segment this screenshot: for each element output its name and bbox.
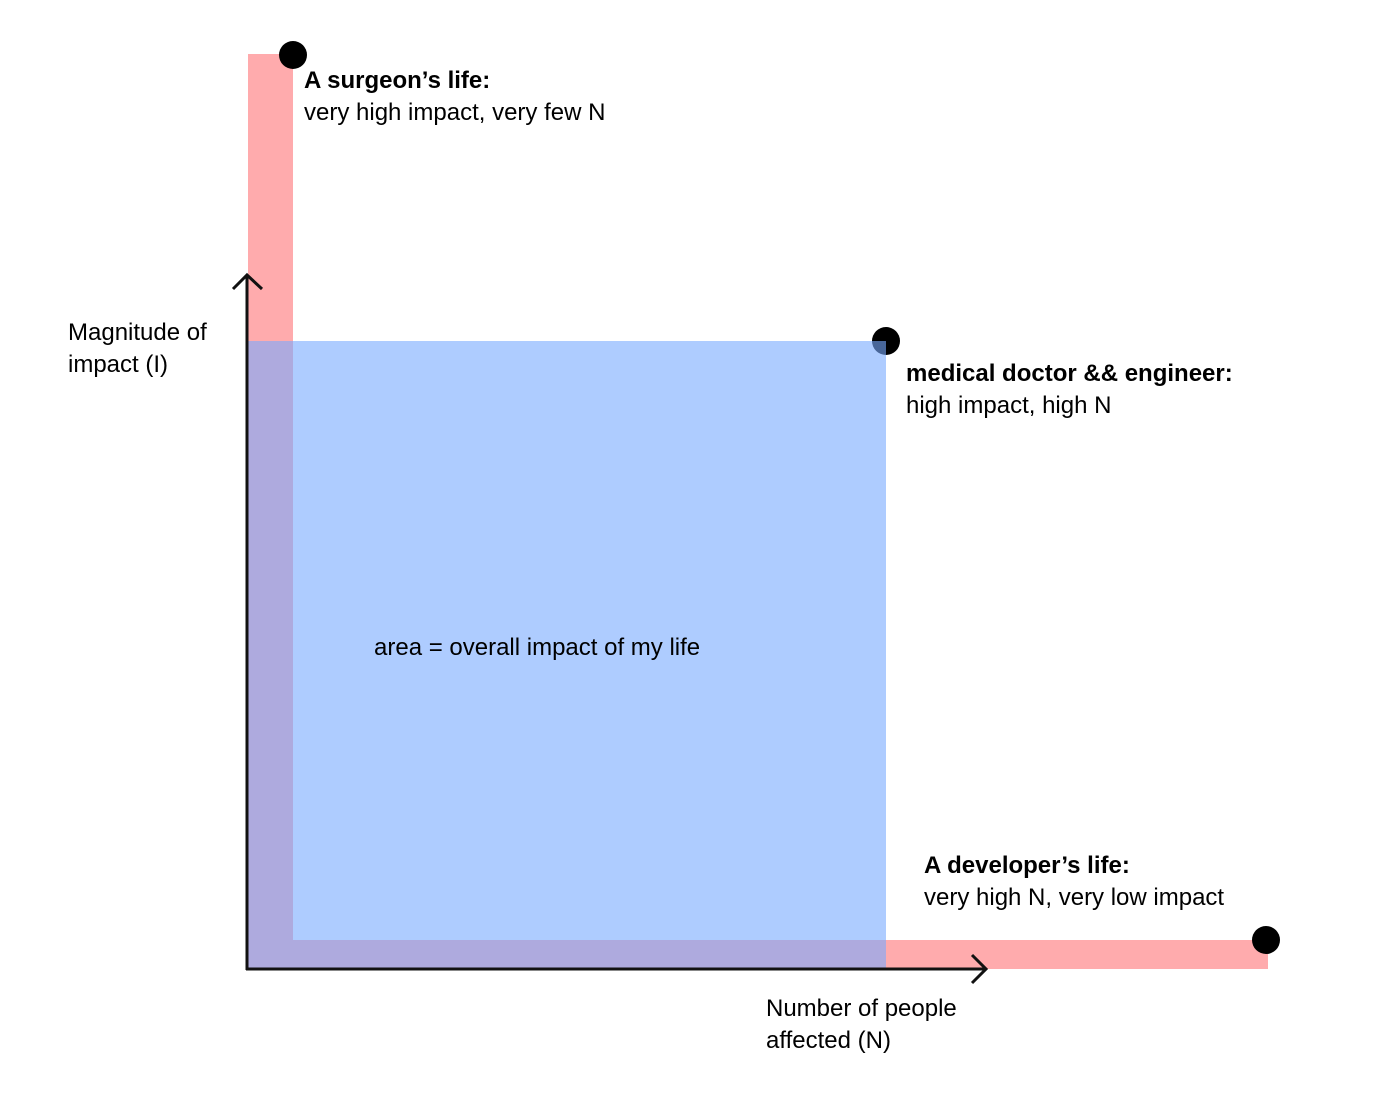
surgeon-dot [279, 41, 307, 69]
y-axis-label: Magnitude of [68, 319, 207, 346]
y-axis-label: impact (I) [68, 351, 168, 378]
y-arrow [231, 272, 264, 291]
point-title: A developer’s life: [924, 852, 1130, 879]
point-title: A surgeon’s life: [304, 67, 490, 94]
point-title: medical doctor && engineer: [906, 360, 1233, 387]
area-label: area = overall impact of my life [374, 634, 700, 661]
x-axis-label: affected (N) [766, 1027, 891, 1054]
point-description: very high impact, very few N [304, 99, 605, 126]
x-arrow [970, 953, 989, 985]
developer-dot [1252, 926, 1280, 954]
point-description: high impact, high N [906, 392, 1111, 419]
point-description: very high N, very low impact [924, 884, 1224, 911]
impact-area [248, 341, 886, 969]
axes [231, 272, 989, 985]
x-axis-label: Number of people [766, 995, 957, 1022]
